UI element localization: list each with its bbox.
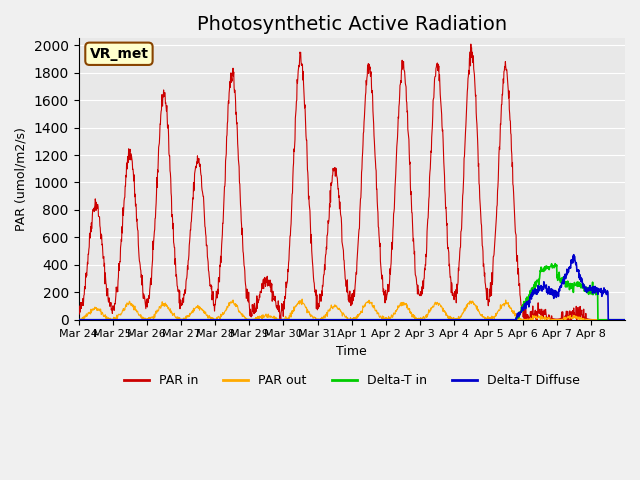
Legend: PAR in, PAR out, Delta-T in, Delta-T Diffuse: PAR in, PAR out, Delta-T in, Delta-T Dif… [119, 369, 584, 392]
Text: VR_met: VR_met [90, 47, 148, 61]
Title: Photosynthetic Active Radiation: Photosynthetic Active Radiation [196, 15, 507, 34]
X-axis label: Time: Time [337, 345, 367, 358]
Y-axis label: PAR (umol/m2/s): PAR (umol/m2/s) [15, 127, 28, 231]
